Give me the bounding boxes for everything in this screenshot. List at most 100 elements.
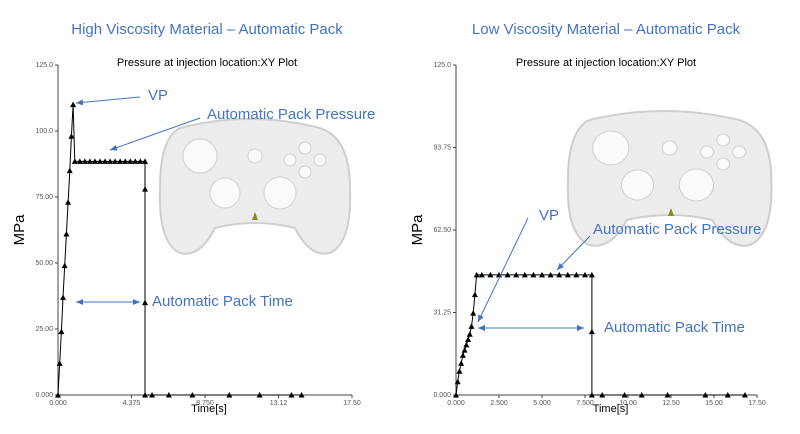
x-tick-label: 5.000 <box>533 400 551 407</box>
y-tick-label: 50.00 <box>35 260 53 267</box>
data-point <box>539 271 545 278</box>
data-point <box>487 271 494 278</box>
data-point <box>547 271 554 278</box>
y-tick-label: 62.50 <box>433 227 451 234</box>
data-point <box>458 360 465 366</box>
data-point <box>117 158 124 164</box>
data-point <box>588 271 595 278</box>
x-tick-label: 10.00 <box>619 400 637 407</box>
data-point <box>107 158 114 164</box>
data-point <box>65 199 72 205</box>
annotation: Automatic Pack Pressure <box>207 106 375 123</box>
x-axis-label: Time[s] <box>593 403 629 415</box>
x-tick-label: 15.00 <box>705 400 723 407</box>
data-point <box>530 271 537 278</box>
annotation-arrow <box>109 117 201 151</box>
x-tick-label: 0.000 <box>49 400 67 407</box>
data-point <box>621 392 628 398</box>
data-point <box>573 271 580 278</box>
data-point <box>521 271 528 278</box>
data-point <box>588 328 595 335</box>
data-point <box>564 271 571 278</box>
data-point <box>122 158 129 164</box>
data-point <box>599 392 606 398</box>
data-point <box>461 347 468 353</box>
x-tick-label: 8.750 <box>196 400 214 407</box>
data-point <box>189 392 196 398</box>
y-tick-label: 25.00 <box>35 326 53 333</box>
data-point <box>588 392 595 398</box>
data-point <box>459 352 466 358</box>
annotation: Automatic Pack Time <box>152 293 293 310</box>
gate-marker <box>252 212 258 220</box>
annotation-arrow <box>75 96 141 106</box>
y-axis-label: MPa <box>409 214 426 246</box>
data-point <box>68 133 75 139</box>
x-tick-label: 4.375 <box>123 400 141 407</box>
data-point <box>71 158 78 164</box>
data-point <box>638 392 645 398</box>
data-point <box>471 291 478 298</box>
data-point <box>70 101 77 108</box>
data-point <box>473 271 480 278</box>
data-point <box>56 360 63 366</box>
x-tick-label: 2.500 <box>490 400 508 407</box>
data-point <box>456 368 463 374</box>
data-point <box>142 186 149 192</box>
data-point <box>142 158 149 164</box>
data-point <box>102 158 109 164</box>
data-point <box>66 167 73 174</box>
data-point <box>504 271 511 278</box>
y-tick-label: 0.000 <box>433 392 451 399</box>
annotation: Automatic Pack Pressure <box>593 221 761 238</box>
data-point <box>478 271 485 278</box>
x-tick-label: 17.50 <box>343 400 361 407</box>
data-point <box>453 392 459 398</box>
y-tick-label: 31.25 <box>433 309 451 316</box>
data-point <box>454 378 461 385</box>
y-tick-label: 125.0 <box>433 62 451 69</box>
data-point <box>60 294 67 300</box>
data-point <box>465 336 472 343</box>
data-point <box>149 392 156 398</box>
data-point <box>298 392 305 398</box>
annotation-arrow <box>556 235 591 271</box>
data-point <box>112 158 119 164</box>
chart-title: Low Viscosity Material – Automatic Pack <box>472 21 741 38</box>
data-point <box>463 341 470 348</box>
annotation: VP <box>148 87 168 104</box>
data-point <box>58 328 65 335</box>
chart-title: High Viscosity Material – Automatic Pack <box>71 21 343 38</box>
data-point <box>97 158 103 164</box>
y-tick-label: 93.75 <box>433 144 451 151</box>
data-point <box>132 158 139 164</box>
data-point <box>55 392 61 398</box>
data-point <box>582 271 588 278</box>
data-point <box>142 392 149 398</box>
data-point <box>61 262 68 269</box>
y-tick-label: 0.000 <box>35 392 53 399</box>
data-point <box>86 158 93 164</box>
chart-subtitle: Pressure at injection location:XY Plot <box>117 57 297 69</box>
y-tick-label: 75.00 <box>35 194 53 201</box>
data-point <box>741 392 748 398</box>
data-point <box>137 158 144 164</box>
x-tick-label: 13.12 <box>270 400 288 407</box>
data-point <box>702 392 709 398</box>
controller-image <box>158 118 352 255</box>
data-point <box>664 392 671 398</box>
x-tick-label: 0.000 <box>447 400 465 407</box>
data-point <box>127 158 134 164</box>
data-point <box>63 230 70 237</box>
x-axis-label: Time[s] <box>191 403 227 415</box>
annotation: VP <box>539 207 559 224</box>
data-point <box>513 271 520 278</box>
annotation-arrow <box>477 217 529 323</box>
x-tick-label: 7.500 <box>576 400 594 407</box>
data-point <box>470 310 477 316</box>
data-point <box>256 392 263 398</box>
y-tick-label: 125.0 <box>35 62 53 69</box>
data-point <box>142 299 149 306</box>
data-point <box>76 158 83 164</box>
